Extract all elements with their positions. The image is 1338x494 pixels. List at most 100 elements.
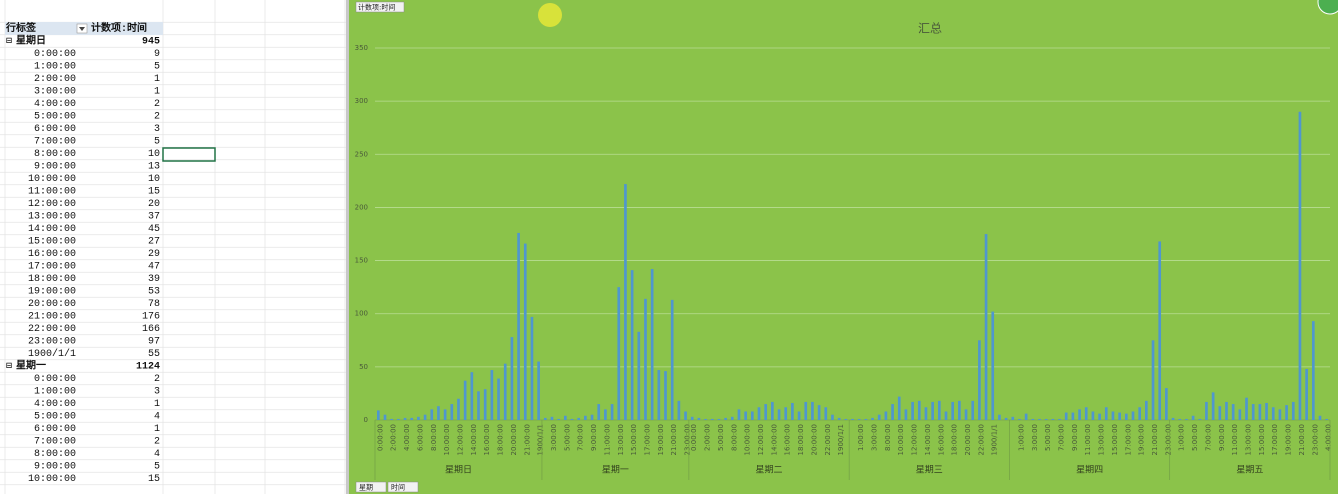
- axis-button[interactable]: [355, 481, 387, 493]
- bar: [978, 340, 981, 420]
- bar: [664, 371, 667, 420]
- bar: [817, 405, 821, 420]
- bar: [1058, 418, 1061, 420]
- bar: [831, 414, 834, 420]
- row-label: 4:00:00: [34, 99, 76, 110]
- bar: [1004, 417, 1008, 420]
- value-header: 计数项:时间: [91, 21, 147, 35]
- row-value: 55: [148, 349, 160, 360]
- row-value: 2: [154, 374, 160, 385]
- x-tick-label: 7:00:00: [1058, 424, 1066, 451]
- bar: [730, 416, 734, 420]
- x-tick-label: 22:00:00: [824, 424, 832, 455]
- x-tick-label: 10:00:00: [744, 424, 752, 455]
- bar: [690, 416, 694, 420]
- bar: [650, 269, 654, 420]
- group-label: 星期一: [602, 465, 629, 476]
- bar: [931, 401, 934, 420]
- x-tick-label: 20:00:00: [964, 424, 972, 455]
- bar: [998, 414, 1001, 420]
- group-label: 星期四: [1076, 465, 1103, 476]
- row-label: 20:00:00: [28, 299, 76, 310]
- row-label: 2:00:00: [34, 74, 76, 85]
- x-tick-label: 21:00:00: [1151, 424, 1159, 455]
- bar: [1325, 418, 1328, 420]
- group-label: 星期五: [1236, 465, 1263, 476]
- header-cell: [5, 22, 88, 35]
- collapse-icon: ⊟: [6, 362, 12, 373]
- x-tick-label: 0:00:00: [690, 424, 698, 451]
- bar: [377, 410, 380, 420]
- bar: [1011, 416, 1015, 420]
- row-value: 2: [154, 437, 160, 448]
- x-tick-label: 9:00:00: [1071, 424, 1079, 451]
- x-tick-label: 19:00:00: [1138, 424, 1146, 455]
- bar: [437, 406, 440, 420]
- x-tick-label: 13:00:00: [1245, 424, 1253, 455]
- bar: [1038, 418, 1041, 420]
- x-tick-label: 6:00:00: [416, 424, 424, 451]
- x-tick-label: 23:00:00: [684, 424, 692, 455]
- bar: [483, 389, 487, 420]
- bar: [1218, 406, 1222, 420]
- row-value: 3: [154, 124, 160, 135]
- row-value: 27: [148, 237, 160, 248]
- row-label: 11:00:00: [28, 187, 76, 198]
- plot: 0 50 100 150 200 250 300 350 0:00:00 2:00:00 4:00:…: [355, 44, 1333, 480]
- bar: [1118, 412, 1121, 420]
- bar: [750, 411, 754, 420]
- chart-title: 汇总: [918, 22, 942, 36]
- x-tick-label: 11:00:00: [1084, 424, 1092, 455]
- row-label: 23:00:00: [28, 337, 76, 348]
- bar: [490, 370, 494, 420]
- row-value: 5: [154, 462, 160, 473]
- bar: [677, 400, 681, 420]
- bar: [877, 414, 881, 420]
- x-tick-label: 20:00:00: [810, 424, 818, 455]
- bar: [764, 404, 768, 420]
- x-tick-label: 7:00:00: [577, 424, 585, 451]
- bar: [1104, 407, 1108, 420]
- y-tick-label: 0: [364, 416, 368, 424]
- row-label: 1900/1/1: [28, 348, 76, 360]
- bar: [670, 299, 674, 420]
- bar: [584, 415, 587, 420]
- row-label: 1:00:00: [34, 387, 76, 398]
- row-label: 6:00:00: [34, 124, 76, 135]
- sheet-grid: [0, 0, 346, 494]
- row-label: 4:00:00: [34, 399, 76, 410]
- bar: [1165, 388, 1168, 420]
- x-tick-label: 11:00:00: [1231, 424, 1239, 455]
- bar: [804, 401, 808, 420]
- row-value: 1: [154, 424, 160, 435]
- row-value: 47: [148, 262, 160, 273]
- bar: [771, 401, 774, 420]
- bar: [1111, 411, 1115, 420]
- x-tick-label: 22:00:00: [977, 424, 985, 455]
- bar: [797, 411, 801, 420]
- x-tick-label: 16:00:00: [937, 424, 945, 455]
- axis-button[interactable]: [387, 481, 419, 493]
- row-label: 10:00:00: [28, 174, 76, 185]
- y-tick-label: 200: [355, 203, 368, 211]
- x-tick-label: 3:00:00: [871, 424, 879, 451]
- bar: [1031, 418, 1035, 420]
- row-label: 1:00:00: [34, 62, 76, 73]
- bar: [637, 331, 641, 420]
- x-tick-label: 2:00:00: [704, 424, 712, 451]
- x-tick-label: 9:00:00: [1218, 424, 1226, 451]
- bar: [644, 298, 647, 420]
- row-value: 37: [148, 212, 160, 223]
- bar: [477, 391, 480, 420]
- bar: [864, 418, 868, 420]
- bar: [430, 409, 434, 420]
- bar: [517, 232, 520, 420]
- bar: [824, 407, 828, 420]
- selected-cell[interactable]: [162, 147, 216, 162]
- field-button[interactable]: [355, 1, 405, 13]
- row-label: 8:00:00: [34, 149, 76, 160]
- bar: [897, 396, 901, 420]
- field-button-label: 计数项:时间: [358, 3, 395, 12]
- bar: [543, 417, 547, 420]
